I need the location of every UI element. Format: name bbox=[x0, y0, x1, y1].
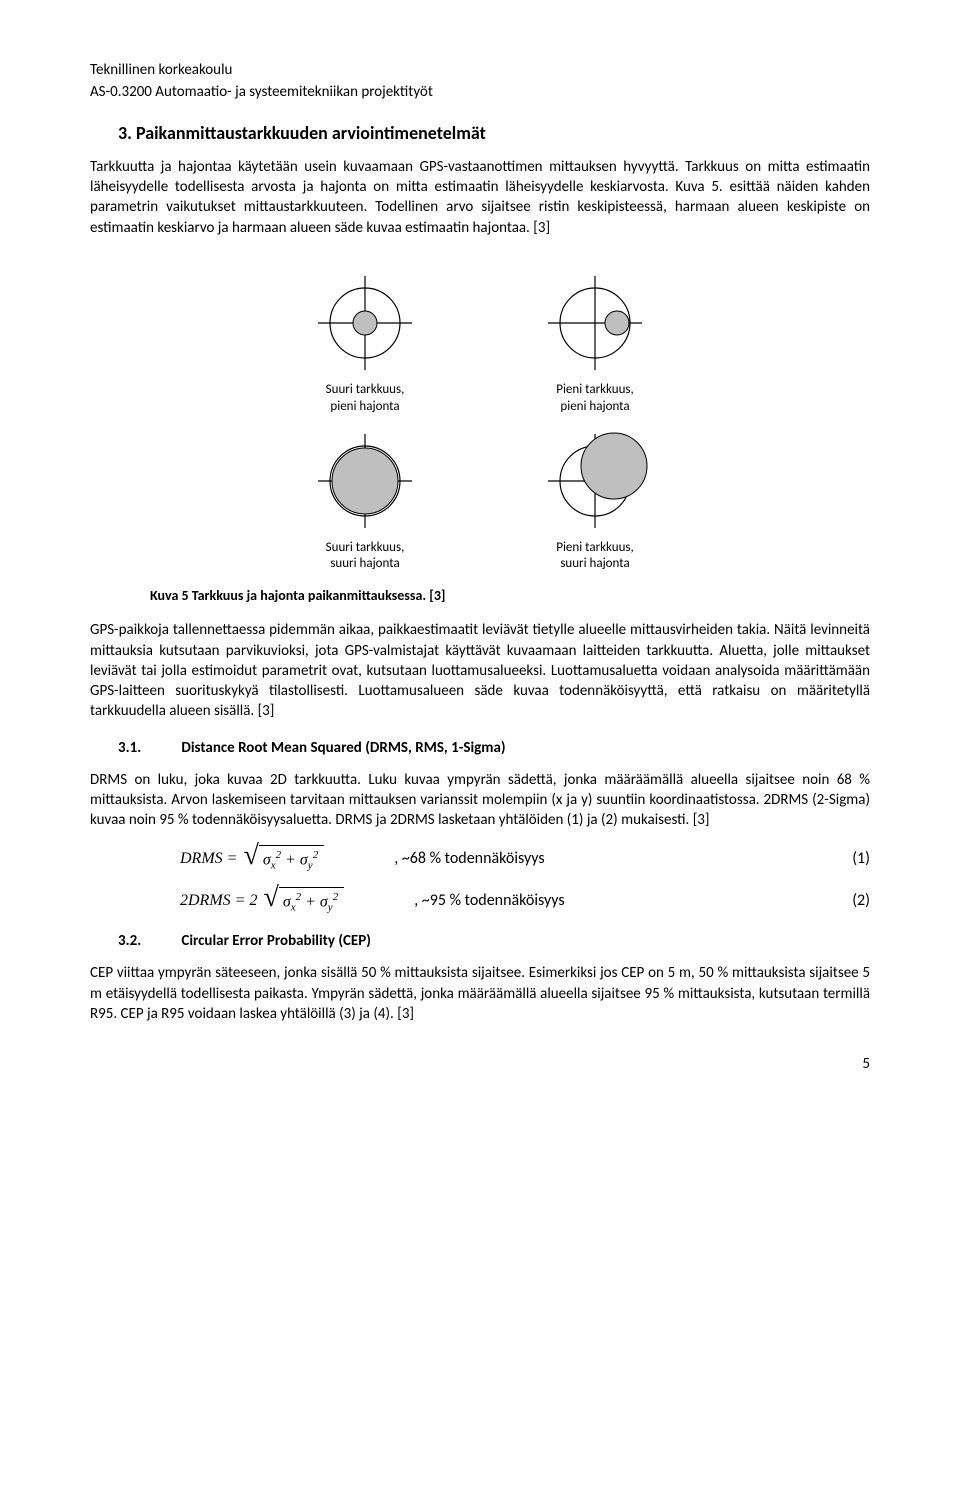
section-3-para-2: GPS-paikkoja tallennettaessa pidemmän ai… bbox=[90, 620, 870, 721]
section-3-number: 3. bbox=[118, 122, 132, 144]
section-3-2-title: Circular Error Probability (CEP) bbox=[181, 932, 371, 950]
figure-caption-c-l1: Suuri tarkkuus, bbox=[326, 540, 405, 557]
section-3-2-number: 3.2. bbox=[118, 931, 178, 951]
equation-1-radicand: σx2 + σy2 bbox=[259, 845, 324, 873]
figure-cell-b: Pieni tarkkuus, pieni hajonta bbox=[540, 268, 650, 416]
section-3-para-1: Tarkkuutta ja hajontaa käytetään usein k… bbox=[90, 157, 870, 238]
equation-1-lhs: DRMS = bbox=[180, 848, 237, 870]
figure-caption-d-l1: Pieni tarkkuus, bbox=[556, 540, 634, 557]
equation-2-radicand: σx2 + σy2 bbox=[279, 887, 344, 915]
equation-2-number: (2) bbox=[852, 890, 870, 912]
figure-caption-b-l1: Pieni tarkkuus, bbox=[556, 382, 634, 399]
target-diagram-a bbox=[310, 268, 420, 378]
equation-2-desc: , ~95 % todennäköisyys bbox=[414, 890, 564, 912]
figure-cell-c: Suuri tarkkuus, suuri hajonta bbox=[310, 426, 420, 574]
radical-icon: √ bbox=[263, 887, 278, 909]
section-3-1-heading: 3.1. Distance Root Mean Squared (DRMS, R… bbox=[118, 738, 870, 758]
page-number: 5 bbox=[90, 1054, 870, 1074]
figure-row-1: Suuri tarkkuus, pieni hajonta Pieni tark… bbox=[90, 268, 870, 416]
section-3-1-number: 3.1. bbox=[118, 738, 178, 758]
section-3-title: Paikanmittaustarkkuuden arviointimenetel… bbox=[136, 122, 486, 144]
equation-2-lhs: 2DRMS = 2 bbox=[180, 890, 257, 912]
figure-caption-d-l2: suuri hajonta bbox=[556, 556, 634, 573]
figure-caption-a-l1: Suuri tarkkuus, bbox=[326, 382, 405, 399]
equation-1: DRMS = √ σx2 + σy2 , ~68 % todennäköisyy… bbox=[180, 845, 870, 873]
section-3-2-para: CEP viittaa ympyrän säteeseen, jonka sis… bbox=[90, 963, 870, 1024]
figure-caption-b: Pieni tarkkuus, pieni hajonta bbox=[556, 382, 634, 416]
section-3-1-para: DRMS on luku, joka kuvaa 2D tarkkuutta. … bbox=[90, 770, 870, 831]
equation-2: 2DRMS = 2 √ σx2 + σy2 , ~95 % todennäköi… bbox=[180, 887, 870, 915]
figure-5: Suuri tarkkuus, pieni hajonta Pieni tark… bbox=[90, 268, 870, 606]
figure-caption-a: Suuri tarkkuus, pieni hajonta bbox=[326, 382, 405, 416]
figure-5-caption: Kuva 5 Tarkkuus ja hajonta paikanmittauk… bbox=[150, 587, 870, 606]
figure-caption-a-l2: pieni hajonta bbox=[326, 399, 405, 416]
header-course: AS-0.3200 Automaatio- ja systeemitekniik… bbox=[90, 82, 870, 102]
section-3-1-title: Distance Root Mean Squared (DRMS, RMS, 1… bbox=[181, 739, 505, 757]
target-diagram-b bbox=[540, 268, 650, 378]
figure-caption-b-l2: pieni hajonta bbox=[556, 399, 634, 416]
radical-icon: √ bbox=[243, 845, 258, 867]
equation-1-desc: , ~68 % todennäköisyys bbox=[394, 848, 544, 870]
equation-2-sqrt: √ σx2 + σy2 bbox=[263, 887, 344, 915]
figure-caption-c-l2: suuri hajonta bbox=[326, 556, 405, 573]
figure-caption-d: Pieni tarkkuus, suuri hajonta bbox=[556, 540, 634, 574]
equation-1-number: (1) bbox=[852, 848, 870, 870]
section-3-heading: 3. Paikanmittaustarkkuuden arviointimene… bbox=[118, 121, 870, 145]
figure-row-2: Suuri tarkkuus, suuri hajonta Pieni tark… bbox=[90, 426, 870, 574]
equation-1-sqrt: √ σx2 + σy2 bbox=[243, 845, 324, 873]
target-diagram-c bbox=[310, 426, 420, 536]
figure-cell-a: Suuri tarkkuus, pieni hajonta bbox=[310, 268, 420, 416]
figure-caption-c: Suuri tarkkuus, suuri hajonta bbox=[326, 540, 405, 574]
target-diagram-d bbox=[540, 426, 650, 536]
figure-cell-d: Pieni tarkkuus, suuri hajonta bbox=[540, 426, 650, 574]
header-institution: Teknillinen korkeakoulu bbox=[90, 60, 870, 80]
section-3-2-heading: 3.2. Circular Error Probability (CEP) bbox=[118, 931, 870, 951]
